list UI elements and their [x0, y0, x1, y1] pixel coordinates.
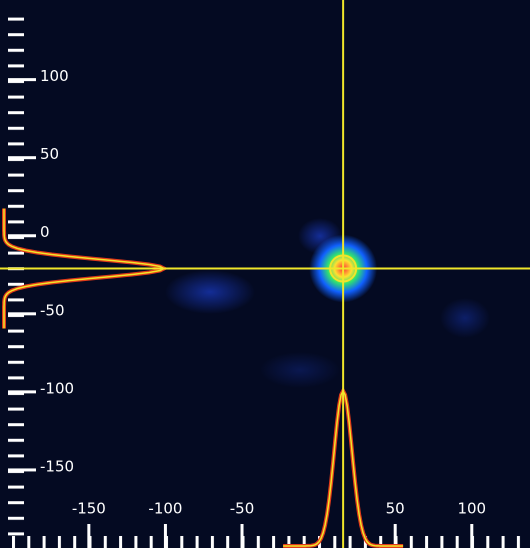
x-tick [470, 524, 473, 548]
y-tick [8, 390, 36, 393]
x-tick-label: -50 [230, 500, 255, 518]
haze [165, 270, 255, 314]
y-tick [8, 234, 36, 237]
y-tick-label: -50 [40, 301, 65, 319]
haze [260, 352, 340, 388]
x-tick [164, 524, 167, 548]
x-tick-label: -150 [72, 500, 106, 518]
y-tick [8, 156, 36, 159]
y-tick [8, 312, 36, 315]
y-tick-label: 50 [40, 145, 59, 163]
y-tick-label: 100 [40, 67, 69, 85]
y-tick-label: 0 [40, 223, 50, 241]
x-tick [241, 524, 244, 548]
x-tick-label: -100 [148, 500, 182, 518]
y-tick-label: -100 [40, 379, 74, 397]
y-tick [8, 78, 36, 81]
y-tick [8, 468, 36, 471]
left-ruler [8, 10, 24, 540]
x-tick-label: 50 [386, 500, 405, 518]
haze [440, 298, 490, 338]
x-tick-label: 100 [457, 500, 486, 518]
beam-profile-view: 100 50 0 -50 -100 -150 -150 -100 -50 50 100 [0, 0, 530, 548]
y-tick-label: -150 [40, 457, 74, 475]
background [0, 0, 530, 548]
x-tick [87, 524, 90, 548]
